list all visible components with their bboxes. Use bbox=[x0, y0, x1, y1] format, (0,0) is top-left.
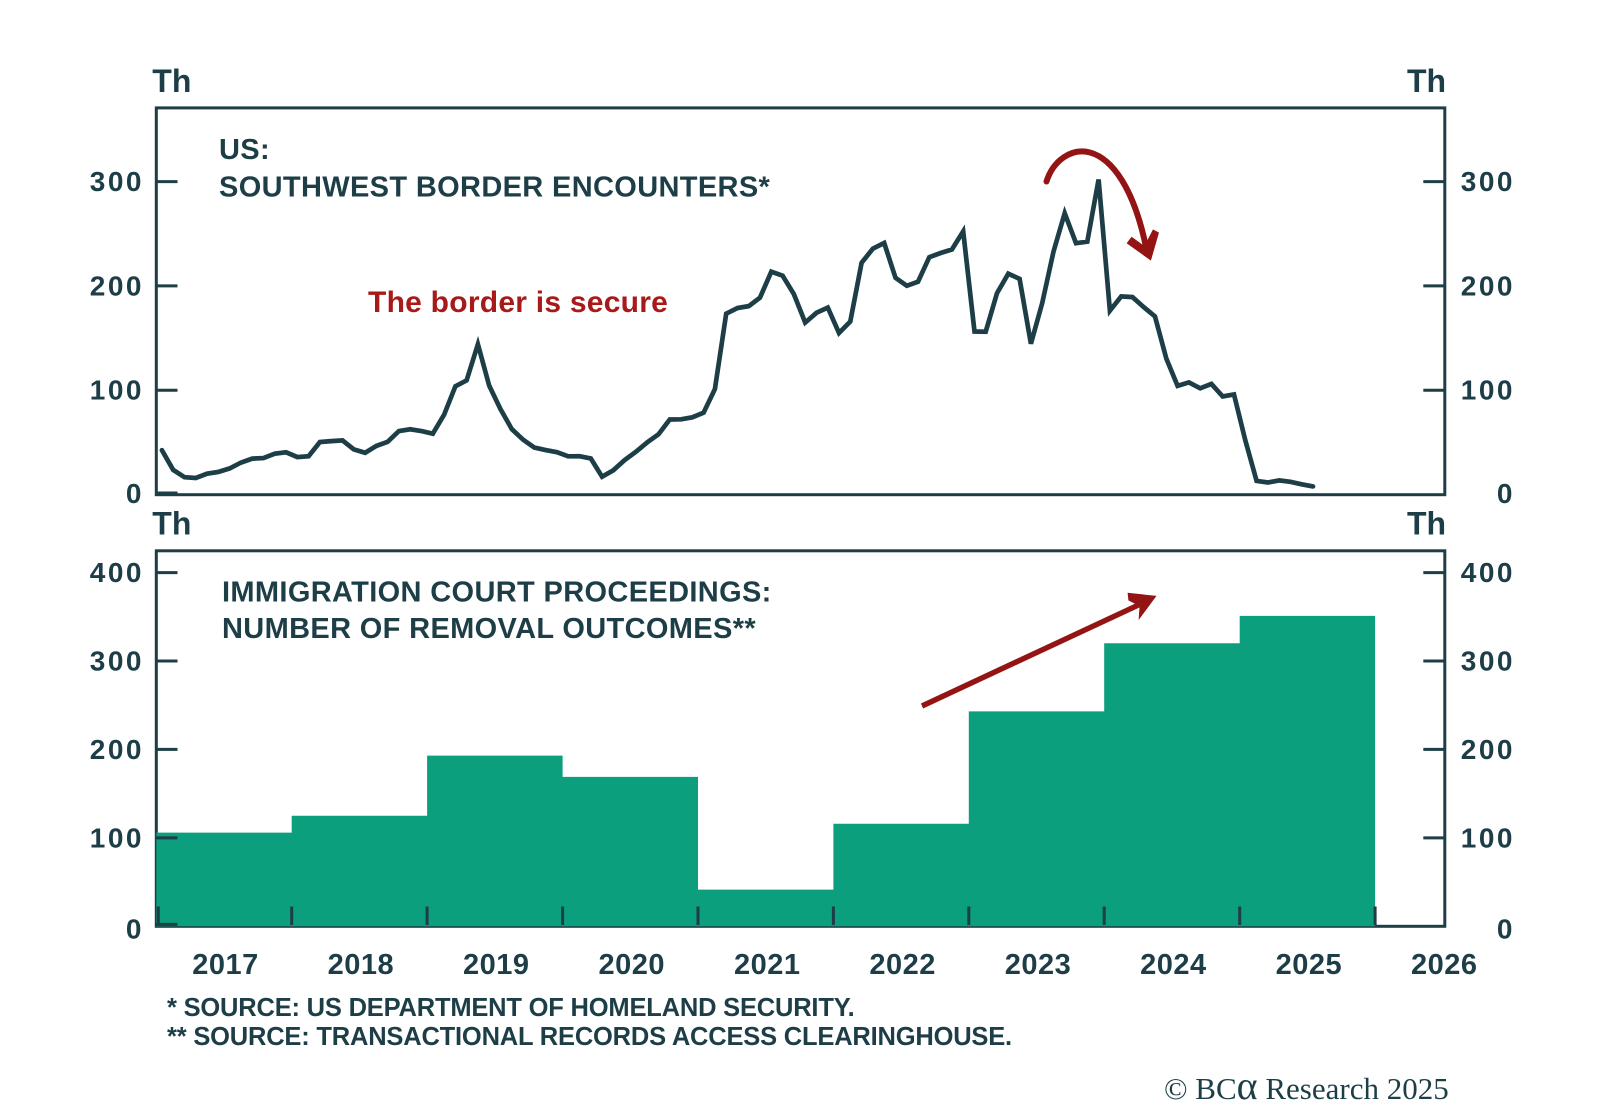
svg-text:* SOURCE: US DEPARTMENT OF HOM: * SOURCE: US DEPARTMENT OF HOMELAND SECU… bbox=[167, 994, 855, 1022]
svg-text:400: 400 bbox=[1461, 557, 1515, 588]
svg-text:200: 200 bbox=[1461, 734, 1515, 765]
svg-text:0: 0 bbox=[126, 914, 144, 945]
svg-text:0: 0 bbox=[1497, 478, 1515, 509]
svg-text:US:: US: bbox=[219, 134, 270, 166]
svg-text:2017: 2017 bbox=[192, 949, 259, 981]
svg-text:100: 100 bbox=[90, 822, 144, 853]
svg-text:2023: 2023 bbox=[1005, 949, 1072, 981]
svg-text:Th: Th bbox=[152, 506, 191, 542]
svg-text:100: 100 bbox=[1461, 375, 1515, 406]
svg-text:300: 300 bbox=[90, 166, 144, 197]
svg-text:0: 0 bbox=[1497, 914, 1515, 945]
svg-text:100: 100 bbox=[1461, 822, 1515, 853]
svg-text:2024: 2024 bbox=[1140, 949, 1207, 981]
svg-text:IMMIGRATION COURT PROCEEDINGS:: IMMIGRATION COURT PROCEEDINGS: bbox=[222, 577, 772, 609]
svg-text:300: 300 bbox=[90, 646, 144, 677]
svg-text:Th: Th bbox=[1407, 63, 1446, 99]
svg-text:** SOURCE: TRANSACTIONAL RECOR: ** SOURCE: TRANSACTIONAL RECORDS ACCESS … bbox=[167, 1023, 1012, 1051]
svg-text:SOUTHWEST BORDER ENCOUNTERS*: SOUTHWEST BORDER ENCOUNTERS* bbox=[219, 172, 771, 204]
svg-text:200: 200 bbox=[1461, 270, 1515, 301]
svg-text:100: 100 bbox=[90, 375, 144, 406]
svg-text:2019: 2019 bbox=[463, 949, 530, 981]
svg-text:2018: 2018 bbox=[328, 949, 395, 981]
svg-text:2025: 2025 bbox=[1276, 949, 1343, 981]
svg-text:The border is secure: The border is secure bbox=[368, 286, 668, 319]
svg-text:300: 300 bbox=[1461, 646, 1515, 677]
svg-text:Th: Th bbox=[1407, 506, 1446, 542]
svg-text:Th: Th bbox=[152, 63, 191, 99]
svg-text:200: 200 bbox=[90, 270, 144, 301]
svg-text:2026: 2026 bbox=[1411, 949, 1478, 981]
svg-text:NUMBER OF REMOVAL OUTCOMES**: NUMBER OF REMOVAL OUTCOMES** bbox=[222, 613, 756, 645]
svg-text:2020: 2020 bbox=[599, 949, 666, 981]
svg-text:© BCα Research 2025: © BCα Research 2025 bbox=[1164, 1063, 1449, 1107]
svg-text:0: 0 bbox=[126, 478, 144, 509]
svg-text:400: 400 bbox=[90, 557, 144, 588]
svg-text:200: 200 bbox=[90, 734, 144, 765]
svg-text:300: 300 bbox=[1461, 166, 1515, 197]
svg-text:2022: 2022 bbox=[869, 949, 936, 981]
svg-text:2021: 2021 bbox=[734, 949, 801, 981]
